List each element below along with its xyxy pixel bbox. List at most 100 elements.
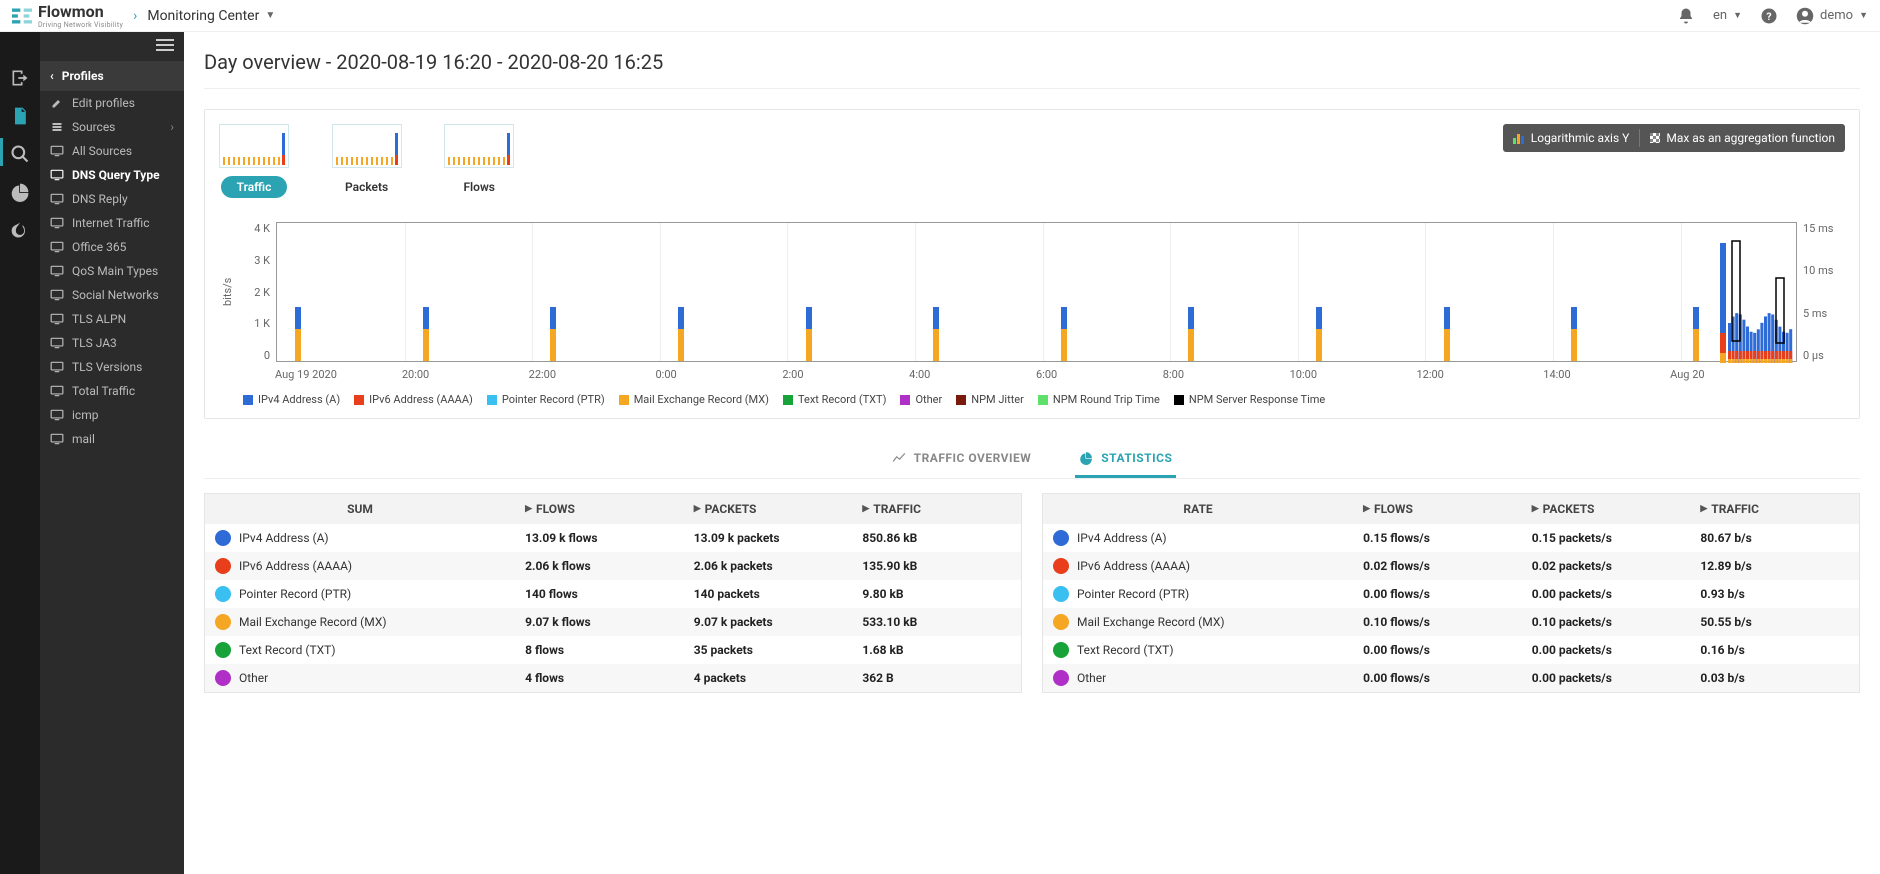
sort-icon: ▶ [862, 504, 869, 514]
exit-icon[interactable] [10, 68, 30, 88]
sidebar-back[interactable]: ‹ Profiles [40, 61, 184, 91]
row-label: Text Record (TXT) [1077, 643, 1174, 657]
sort-icon: ▶ [525, 504, 532, 514]
tab-statistics[interactable]: STATISTICS [1075, 441, 1176, 478]
bell-icon[interactable] [1677, 7, 1695, 25]
thumb-label: Flows [447, 176, 511, 198]
packets-cell: 0.15 packets/s [1522, 525, 1691, 551]
x-tick: 0:00 [655, 368, 782, 381]
sum-table: SUM ▶ FLOWS▶ PACKETS▶ TRAFFIC IPv4 Addre… [204, 493, 1022, 693]
x-tick: Aug 20 [1670, 368, 1797, 381]
legend-item[interactable]: IPv4 Address (A) [243, 393, 340, 406]
sidebar-item-9[interactable]: TLS ALPN [40, 307, 184, 331]
grid-line [532, 223, 533, 361]
row-label: IPv4 Address (A) [1077, 531, 1167, 545]
y-tick: 3 K [254, 254, 270, 267]
bars-icon [1513, 132, 1525, 144]
sidebar-item-1[interactable]: Sources› [40, 115, 184, 139]
legend-item[interactable]: Mail Exchange Record (MX) [619, 393, 769, 406]
toggle-max-agg[interactable]: Max as an aggregation function [1640, 124, 1845, 152]
col-header[interactable]: ▶ TRAFFIC [852, 494, 1021, 524]
legend-item[interactable]: NPM Server Response Time [1174, 393, 1325, 406]
sidebar-item-label: TLS JA3 [72, 336, 117, 350]
lang-selector[interactable]: en ▼ [1713, 8, 1742, 23]
col-header[interactable]: ▶ FLOWS [1353, 494, 1522, 524]
thumb-preview [219, 124, 289, 168]
legend-label: Pointer Record (PTR) [502, 393, 605, 406]
series-dot [1053, 642, 1069, 658]
sidebar-item-7[interactable]: QoS Main Types [40, 259, 184, 283]
flows-cell: 9.07 k flows [515, 609, 684, 635]
chevron-left-icon: ‹ [50, 69, 54, 83]
series-dot [215, 586, 231, 602]
legend-swatch [900, 395, 910, 405]
flows-cell: 0.00 flows/s [1353, 581, 1522, 607]
traffic-cell: 80.67 b/s [1690, 525, 1859, 551]
breadcrumb[interactable]: Monitoring Center ▼ [147, 8, 275, 24]
sidebar-item-8[interactable]: Social Networks [40, 283, 184, 307]
thumb-traffic[interactable]: Traffic [219, 124, 289, 198]
row-label-cell: Other [1043, 664, 1353, 692]
legend-item[interactable]: Text Record (TXT) [783, 393, 886, 406]
row-label-cell: IPv4 Address (A) [205, 524, 515, 552]
sidebar-item-3[interactable]: DNS Query Type [40, 163, 184, 187]
legend-item[interactable]: IPv6 Address (AAAA) [354, 393, 473, 406]
checkered-icon [1650, 133, 1660, 143]
sidebar-item-4[interactable]: DNS Reply [40, 187, 184, 211]
chart-bar [1571, 307, 1577, 361]
sidebar-item-12[interactable]: Total Traffic [40, 379, 184, 403]
traffic-cell: 0.03 b/s [1690, 665, 1859, 691]
traffic-cell: 362 B [852, 665, 1021, 691]
sidebar-item-0[interactable]: Edit profiles [40, 91, 184, 115]
thumb-flows[interactable]: Flows [444, 124, 514, 198]
logo-icon [12, 8, 32, 24]
pie-icon[interactable] [10, 182, 30, 202]
logo[interactable]: Flowmon Driving Network Visibility [12, 2, 123, 29]
line-chart-icon [892, 451, 906, 465]
hamburger-icon [156, 38, 174, 52]
sidebar-item-label: Social Networks [72, 288, 159, 302]
row-label-cell: Other [205, 664, 515, 692]
chart-bar [1444, 307, 1450, 361]
search-icon[interactable] [10, 144, 30, 164]
document-icon[interactable] [10, 106, 30, 126]
col-header[interactable]: ▶ FLOWS [515, 494, 684, 524]
col-header[interactable]: ▶ PACKETS [1522, 494, 1691, 524]
sidebar-item-13[interactable]: icmp [40, 403, 184, 427]
flame-icon[interactable] [10, 220, 30, 240]
legend-label: IPv4 Address (A) [258, 393, 340, 406]
traffic-cell: 12.89 b/s [1690, 553, 1859, 579]
toggle-log-axis[interactable]: Logarithmic axis Y [1503, 124, 1640, 152]
series-dot [1053, 614, 1069, 630]
sidebar-item-6[interactable]: Office 365 [40, 235, 184, 259]
y2-tick: 15 ms [1803, 222, 1833, 235]
sidebar-item-2[interactable]: All Sources [40, 139, 184, 163]
legend-item[interactable]: NPM Jitter [956, 393, 1024, 406]
y2-tick: 10 ms [1803, 264, 1833, 277]
row-label: IPv6 Address (AAAA) [239, 559, 352, 573]
row-label: Mail Exchange Record (MX) [239, 615, 387, 629]
legend-item[interactable]: Pointer Record (PTR) [487, 393, 605, 406]
sidebar-item-14[interactable]: mail [40, 427, 184, 451]
x-tick: 2:00 [782, 368, 909, 381]
row-label: IPv4 Address (A) [239, 531, 329, 545]
thumb-packets[interactable]: Packets [329, 124, 404, 198]
hamburger-button[interactable] [40, 32, 184, 61]
series-dot [1053, 530, 1069, 546]
tab-traffic-overview[interactable]: TRAFFIC OVERVIEW [888, 441, 1036, 478]
chart-plot[interactable] [276, 222, 1797, 362]
col-header[interactable]: ▶ TRAFFIC [1690, 494, 1859, 524]
series-dot [215, 530, 231, 546]
sidebar-item-11[interactable]: TLS Versions [40, 355, 184, 379]
legend-item[interactable]: Other [900, 393, 942, 406]
traffic-cell: 533.10 kB [852, 609, 1021, 635]
sidebar-item-5[interactable]: Internet Traffic [40, 211, 184, 235]
user-menu[interactable]: demo ▼ [1796, 7, 1868, 25]
help-icon[interactable]: ? [1760, 7, 1778, 25]
col-header[interactable]: ▶ PACKETS [684, 494, 853, 524]
traffic-cell: 135.90 kB [852, 553, 1021, 579]
y2-tick: 5 ms [1803, 307, 1827, 320]
sort-icon: ▶ [1363, 504, 1370, 514]
sidebar-item-10[interactable]: TLS JA3 [40, 331, 184, 355]
legend-item[interactable]: NPM Round Trip Time [1038, 393, 1160, 406]
